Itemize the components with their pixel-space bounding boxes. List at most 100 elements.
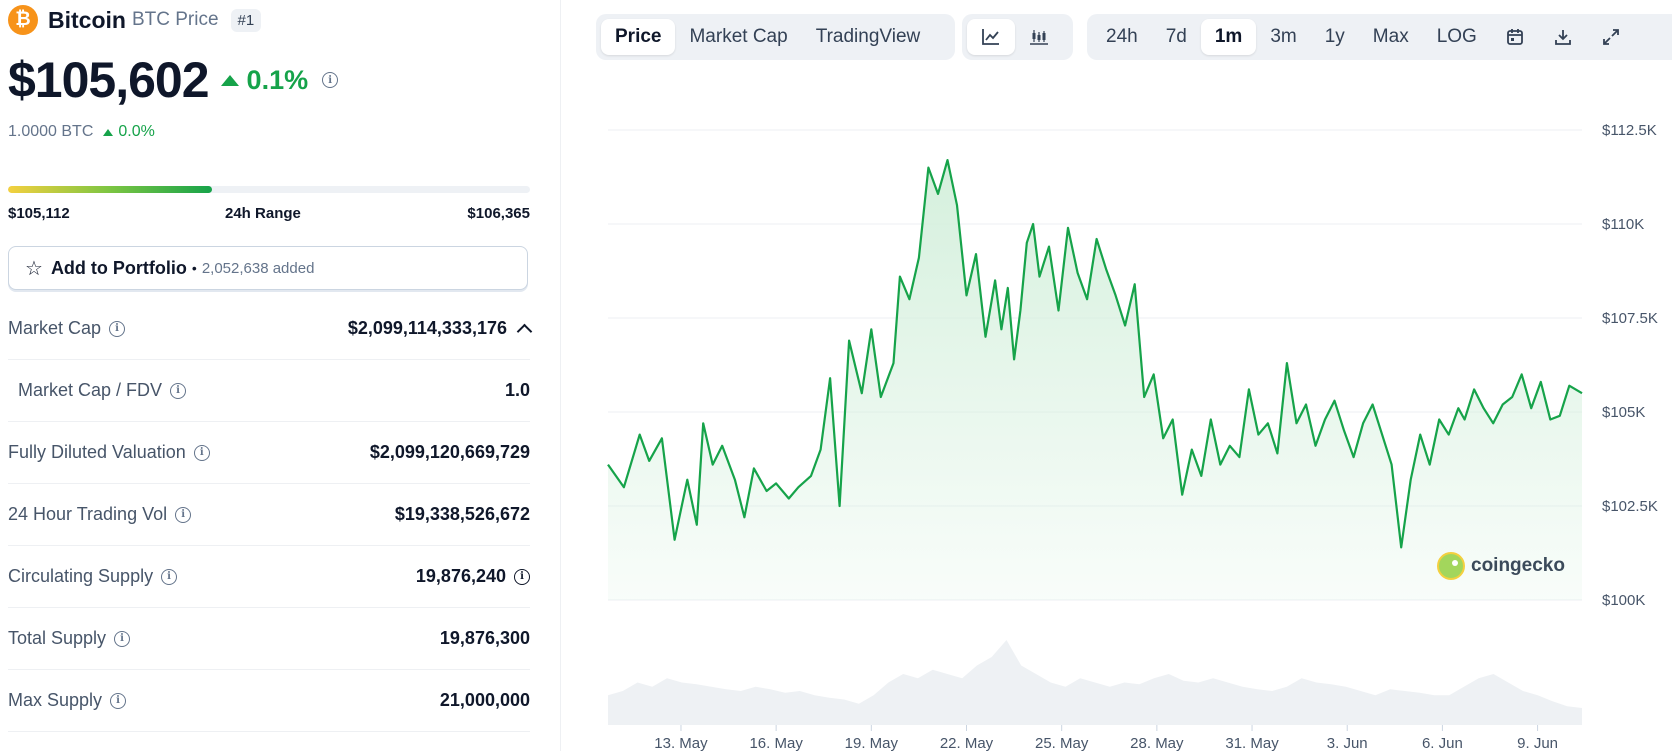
range-label: 24h Range bbox=[225, 205, 301, 222]
price-row: $105,602 0.1% i bbox=[8, 52, 339, 108]
y-tick-label: $100K bbox=[1602, 592, 1645, 609]
x-tick-label: 31. May bbox=[1225, 735, 1279, 751]
btc-conversion: 1.0000 BTC 0.0% bbox=[8, 123, 155, 141]
rank-badge: #1 bbox=[230, 8, 262, 32]
y-tick-label: $107.5K bbox=[1602, 310, 1658, 327]
range-bar bbox=[8, 186, 530, 193]
info-icon[interactable]: i bbox=[170, 382, 187, 399]
tab-market-cap[interactable]: Market Cap bbox=[689, 26, 788, 47]
range-bar-fill bbox=[8, 186, 212, 193]
tab-tradingview[interactable]: TradingView bbox=[815, 26, 921, 47]
line-chart-icon[interactable] bbox=[967, 19, 1015, 55]
coingecko-watermark: coingecko bbox=[1437, 552, 1565, 580]
chart-panel: Price Market Cap TradingView 24h 7d 1m 3… bbox=[561, 0, 1672, 751]
range-7d[interactable]: 7d bbox=[1165, 26, 1187, 47]
coin-symbol-label: BTC Price bbox=[131, 9, 219, 30]
current-price: $105,602 bbox=[8, 52, 210, 108]
range-3m[interactable]: 3m bbox=[1270, 26, 1297, 47]
x-tick-label: 25. May bbox=[1035, 735, 1089, 751]
stat-value: $19,338,526,672 bbox=[394, 504, 530, 524]
info-icon[interactable]: i bbox=[193, 444, 210, 461]
bitcoin-logo-icon: ₿ bbox=[8, 5, 38, 35]
range-1m[interactable]: 1m bbox=[1200, 19, 1257, 55]
watermark-text: coingecko bbox=[1471, 555, 1565, 576]
x-tick-label: 28. May bbox=[1130, 735, 1184, 751]
add-to-portfolio-button[interactable]: ☆ Add to Portfolio • 2,052,638 added bbox=[8, 246, 528, 290]
stat-row-volume: 24 Hour Trading Vol i $19,338,526,672 bbox=[8, 484, 530, 546]
info-icon[interactable]: i bbox=[175, 506, 192, 523]
stat-value: $2,099,120,669,729 bbox=[369, 442, 530, 462]
chart-type-toggle bbox=[962, 14, 1073, 60]
x-tick-label: 16. May bbox=[749, 735, 803, 751]
stat-label: Market Cap bbox=[8, 318, 102, 338]
stat-row-fdv: Fully Diluted Valuation i $2,099,120,669,… bbox=[8, 422, 530, 484]
coingecko-logo-icon bbox=[1437, 552, 1465, 580]
x-tick-label: 13. May bbox=[654, 735, 708, 751]
range-high: $106,365 bbox=[467, 205, 530, 222]
log-scale-toggle[interactable]: LOG bbox=[1436, 26, 1477, 47]
coin-name: Bitcoin bbox=[48, 6, 126, 33]
stat-row-mcap-fdv: Market Cap / FDV i 1.0 bbox=[8, 360, 530, 422]
range-max[interactable]: Max bbox=[1372, 26, 1409, 47]
stat-value: $2,099,114,333,176 bbox=[347, 318, 507, 338]
stat-label: Max Supply bbox=[8, 690, 103, 710]
stat-row-market-cap[interactable]: Market Cap i $2,099,114,333,176 bbox=[8, 298, 533, 360]
price-area bbox=[608, 160, 1582, 600]
panel-divider bbox=[560, 0, 561, 751]
info-icon[interactable]: i bbox=[114, 630, 131, 647]
price-line bbox=[607, 159, 1583, 549]
tab-price[interactable]: Price bbox=[601, 19, 676, 55]
bullet-separator: • bbox=[191, 260, 197, 276]
stat-value: 19,876,240 bbox=[415, 566, 506, 586]
range-1y[interactable]: 1y bbox=[1324, 26, 1345, 47]
info-icon[interactable]: i bbox=[110, 692, 127, 709]
price-change: 0.1% bbox=[220, 64, 309, 96]
stat-value: 1.0 bbox=[504, 380, 530, 400]
calendar-icon[interactable] bbox=[1491, 19, 1539, 55]
stat-value: 21,000,000 bbox=[439, 690, 530, 710]
coin-info-panel: ₿ Bitcoin BTC Price #1 $105,602 0.1% i 1… bbox=[0, 0, 533, 751]
volume-area bbox=[608, 640, 1582, 725]
arrow-up-icon bbox=[220, 74, 239, 86]
candlestick-icon[interactable] bbox=[1015, 19, 1063, 55]
y-tick-label: $102.5K bbox=[1602, 498, 1658, 515]
stat-label: Total Supply bbox=[8, 628, 107, 648]
info-icon[interactable]: i bbox=[322, 72, 339, 88]
x-tick-label: 19. May bbox=[845, 735, 899, 751]
x-tick-label: 6. Jun bbox=[1422, 735, 1463, 751]
range-low: $105,112 bbox=[8, 205, 70, 222]
info-icon[interactable]: i bbox=[161, 568, 178, 585]
view-tabs: Price Market Cap TradingView bbox=[596, 14, 955, 60]
stat-label: Fully Diluted Valuation bbox=[8, 442, 186, 462]
stat-row-max-supply: Max Supply i 21,000,000 bbox=[8, 670, 530, 732]
portfolio-label: Add to Portfolio bbox=[50, 257, 187, 278]
fullscreen-icon[interactable] bbox=[1587, 19, 1635, 55]
y-tick-label: $105K bbox=[1602, 404, 1645, 421]
info-icon[interactable]: i bbox=[514, 568, 530, 585]
stat-value: 19,876,300 bbox=[439, 628, 530, 648]
x-tick-label: 3. Jun bbox=[1327, 735, 1368, 751]
star-icon: ☆ bbox=[25, 257, 43, 280]
btc-change-value: 0.0% bbox=[118, 123, 155, 140]
stat-label: Market Cap / FDV bbox=[18, 380, 163, 400]
info-icon[interactable]: i bbox=[109, 320, 126, 337]
stat-row-circulating: Circulating Supply i 19,876,240 i bbox=[8, 546, 530, 608]
stats-table: Market Cap i $2,099,114,333,176 Market Ca… bbox=[8, 298, 533, 732]
stat-label: 24 Hour Trading Vol bbox=[8, 504, 168, 524]
x-tick-label: 9. Jun bbox=[1517, 735, 1558, 751]
range-24h[interactable]: 24h bbox=[1106, 26, 1138, 47]
chevron-up-icon[interactable] bbox=[516, 323, 533, 340]
arrow-up-icon bbox=[103, 128, 114, 136]
range-toolbar: 24h 7d 1m 3m 1y Max LOG bbox=[1087, 14, 1672, 60]
x-tick-label: 22. May bbox=[940, 735, 994, 751]
btc-change: 0.0% bbox=[103, 123, 155, 141]
y-tick-label: $112.5K bbox=[1602, 122, 1657, 139]
portfolio-count: 2,052,638 added bbox=[201, 259, 315, 277]
y-tick-label: $110K bbox=[1602, 216, 1644, 233]
price-chart[interactable]: $112.5K $110K $107.5K $105K $102.5K $100K 13. … bbox=[561, 0, 1672, 751]
download-icon[interactable] bbox=[1539, 19, 1587, 55]
price-change-value: 0.1% bbox=[246, 64, 309, 95]
stat-row-total-supply: Total Supply i 19,876,300 bbox=[8, 608, 530, 670]
stat-label: Circulating Supply bbox=[8, 566, 154, 586]
coin-header: ₿ Bitcoin BTC Price #1 bbox=[8, 4, 262, 36]
